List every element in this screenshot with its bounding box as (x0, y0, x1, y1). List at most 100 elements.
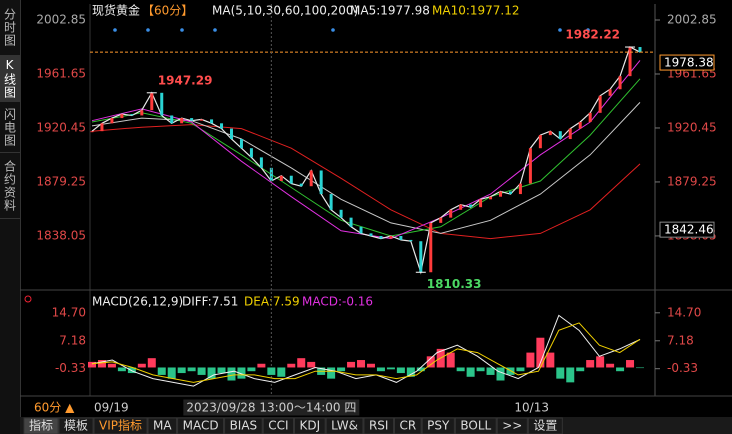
macd-bar (167, 367, 176, 379)
y-tick-label-left: 1961.65 (36, 66, 86, 80)
macd-bar (626, 360, 635, 368)
candle (568, 128, 572, 140)
tab[interactable]: LW& (325, 417, 364, 434)
ma-line (91, 78, 641, 237)
macd-bar (197, 367, 206, 375)
macd-bar (536, 337, 545, 368)
candle (339, 209, 343, 218)
period-button[interactable]: 60分 ▲ (34, 401, 75, 415)
macd-bar (566, 367, 575, 383)
candle (200, 119, 204, 121)
sidebar-tab[interactable]: 合约资料 (0, 153, 20, 219)
tab[interactable]: RSI (363, 417, 394, 434)
candle (449, 209, 453, 218)
macd-bar (267, 367, 276, 375)
candle (229, 128, 233, 140)
sidebar-tab[interactable]: 分时图 (0, 0, 20, 56)
y-tick-label-right: 1879.25 (667, 174, 717, 188)
macd-bar (287, 363, 296, 368)
y-tick-label-left: 2002.85 (36, 13, 86, 27)
macd-bar (386, 367, 395, 370)
tab[interactable]: CCI (262, 417, 294, 434)
current-price-box (659, 54, 715, 71)
tab[interactable]: CR (393, 417, 422, 434)
candle (259, 157, 263, 168)
tab-box (177, 417, 225, 434)
tab-label[interactable]: 设置 (533, 419, 557, 433)
ma5: MA5:1977.98 (350, 4, 430, 18)
tab-label[interactable]: RSI (369, 419, 389, 433)
macd-bar (416, 367, 425, 372)
candle (459, 204, 463, 210)
tab-label[interactable]: 模板 (64, 419, 88, 433)
tab-box (58, 417, 94, 434)
tab-box (224, 417, 263, 434)
tab-box (496, 417, 528, 434)
tab-box (421, 417, 455, 434)
candle (439, 217, 443, 223)
tab[interactable]: PSY (421, 417, 455, 434)
tab-label[interactable]: BOLL (460, 419, 491, 433)
tab-label[interactable]: KDJ (299, 419, 320, 433)
candle (399, 235, 403, 240)
sidebar-tab[interactable]: K线图 (0, 56, 20, 102)
tab[interactable]: 指标 (23, 417, 59, 434)
candle (120, 114, 124, 119)
tab[interactable]: MACD (177, 417, 225, 434)
tab[interactable]: VIP指标 (93, 417, 148, 434)
tab-label[interactable]: PSY (427, 419, 450, 433)
tab-box (23, 417, 59, 434)
tab-label[interactable]: MA (153, 419, 172, 433)
period: 【60分】 (142, 4, 193, 18)
crosshair-label: 2023/09/28 13:00～14:00 四 (186, 401, 356, 415)
macd-bar (606, 363, 615, 368)
sidebar-tab[interactable]: 闪电图 (0, 102, 20, 153)
tab[interactable]: 设置 (527, 417, 563, 434)
annotation-label: 1947.29 (158, 73, 213, 87)
macd-bar (396, 367, 405, 374)
candle (299, 183, 303, 187)
tab[interactable]: BIAS (224, 417, 263, 434)
macd-title: MACD(26,12,9) (92, 295, 183, 309)
tab-label[interactable]: LW& (331, 419, 358, 433)
tab-label[interactable]: 指标 (29, 418, 53, 433)
tab-label[interactable]: MACD (183, 419, 219, 433)
candle (180, 118, 184, 124)
candle (429, 222, 433, 273)
candle (90, 131, 94, 133)
macd-bar (576, 367, 585, 372)
tab[interactable]: KDJ (293, 417, 326, 434)
tab-label[interactable]: BIAS (230, 419, 258, 433)
macd-bar (207, 367, 216, 379)
candle (220, 123, 224, 129)
tab-label[interactable]: >> (502, 419, 522, 433)
tab[interactable]: 模板 (58, 417, 94, 434)
x-tick-label: 10/13 (514, 401, 549, 415)
macd-bar (496, 367, 505, 381)
macd-bar (636, 367, 644, 369)
candle (289, 175, 293, 184)
candle (419, 241, 423, 273)
candle (489, 196, 493, 200)
candle (389, 235, 393, 239)
candle (508, 191, 512, 195)
tab[interactable]: >> (496, 417, 528, 434)
tab[interactable]: BOLL (454, 417, 497, 434)
tab-label[interactable]: CR (399, 419, 416, 433)
candle (100, 123, 104, 132)
tab-box (363, 417, 394, 434)
settings-icon[interactable] (24, 295, 32, 303)
macd-bar (526, 352, 535, 368)
macd-line (91, 322, 641, 383)
y-tick-label-right: 1920.45 (667, 120, 717, 134)
macd-bar (257, 363, 266, 368)
tab[interactable]: MA (147, 417, 178, 434)
tab-label[interactable]: CCI (268, 419, 288, 433)
tab-label[interactable]: VIP指标 (99, 418, 142, 433)
candle (588, 112, 592, 123)
macd-bar (297, 358, 306, 368)
macd-bar (466, 367, 475, 377)
annotation-label: 1810.33 (427, 277, 482, 291)
